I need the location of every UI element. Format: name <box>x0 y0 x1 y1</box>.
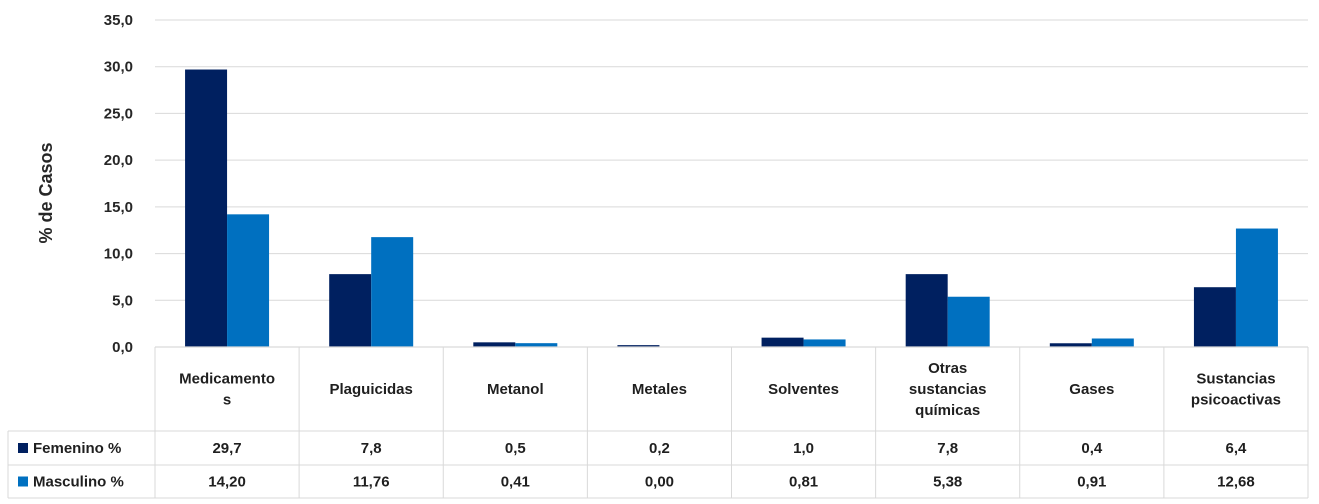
data-label: 7,8 <box>361 440 382 457</box>
data-label: 5,38 <box>933 474 962 491</box>
bar-femenino <box>617 345 660 347</box>
x-category-label: Metales <box>632 381 687 398</box>
data-label: 0,00 <box>645 474 674 491</box>
data-label: 0,4 <box>1081 440 1103 457</box>
data-label: 6,4 <box>1226 440 1248 457</box>
x-category-label: Medicamento <box>179 371 275 388</box>
data-label: 11,76 <box>353 474 390 491</box>
x-category-label: Otras <box>928 360 967 377</box>
bar-femenino <box>761 337 804 347</box>
data-label: 0,5 <box>505 440 526 457</box>
bar-femenino <box>473 342 516 347</box>
x-category-label: Metanol <box>487 381 544 398</box>
data-label: 14,20 <box>208 474 246 491</box>
bar-femenino <box>185 69 228 347</box>
y-tick-label: 35,0 <box>104 12 133 29</box>
x-category-label: psicoactivas <box>1191 392 1281 409</box>
y-tick-label: 30,0 <box>104 59 133 76</box>
legend-label: Femenino % <box>33 440 121 457</box>
bar-masculino <box>1235 228 1278 347</box>
legend-key-masculino <box>18 476 28 487</box>
y-tick-label: 25,0 <box>104 105 133 122</box>
bar-masculino <box>1091 338 1134 347</box>
y-tick-label: 5,0 <box>112 292 133 309</box>
bar-masculino <box>803 339 846 347</box>
bar-masculino <box>515 343 558 347</box>
data-label: 1,0 <box>793 440 814 457</box>
x-category-label: s <box>223 392 231 409</box>
data-label: 0,81 <box>789 474 818 491</box>
data-label: 7,8 <box>937 440 958 457</box>
legend-label: Masculino % <box>33 474 124 491</box>
bar-femenino <box>1193 287 1236 347</box>
y-tick-label: 10,0 <box>104 246 133 263</box>
bar-masculino <box>227 214 270 347</box>
data-label: 0,41 <box>501 474 530 491</box>
data-label: 0,91 <box>1077 474 1106 491</box>
x-category-label: sustancias <box>909 381 987 398</box>
x-category-label: químicas <box>915 402 980 419</box>
x-category-label: Gases <box>1069 381 1114 398</box>
legend-key-femenino <box>18 443 28 453</box>
y-tick-label: 15,0 <box>104 199 133 216</box>
y-tick-label: 0,0 <box>112 339 133 356</box>
data-label: 12,68 <box>1217 474 1255 491</box>
bar-femenino <box>905 274 948 347</box>
x-category-label: Plaguicidas <box>330 381 413 398</box>
bar-masculino <box>947 296 990 347</box>
bar-femenino <box>329 274 372 347</box>
y-axis-label: % de Casos <box>36 142 56 243</box>
x-category-label: Solventes <box>768 381 839 398</box>
y-tick-label: 20,0 <box>104 152 133 169</box>
bar-masculino <box>371 237 414 347</box>
data-label: 0,2 <box>649 440 670 457</box>
bar-femenino <box>1049 343 1092 347</box>
x-category-label: Sustancias <box>1196 371 1275 388</box>
data-label: 29,7 <box>212 440 241 457</box>
